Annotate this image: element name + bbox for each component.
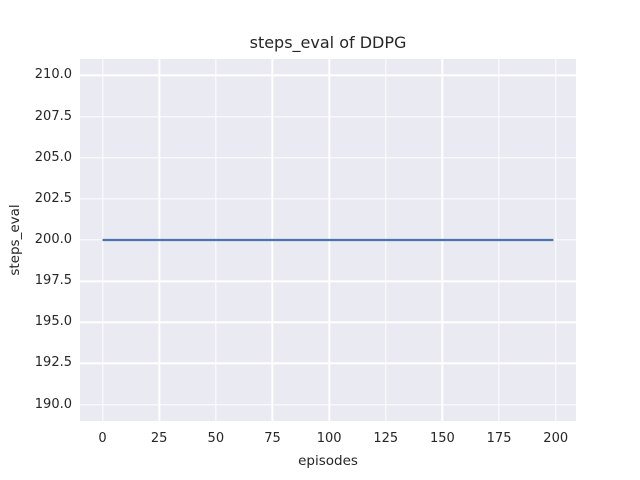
x-tick-label: 25 [150,431,168,446]
gridline-horizontal [80,198,576,200]
plot-area [80,59,576,421]
x-tick-label: 100 [316,431,342,446]
y-tick-label: 195.0 [34,314,72,330]
y-tick-label: 202.5 [34,190,72,206]
gridline-horizontal [80,403,576,406]
x-tick-label: 200 [543,431,569,446]
x-tick-label: 75 [264,431,281,446]
gridline-horizontal [80,321,576,323]
chart-title: steps_eval of DDPG [249,33,407,52]
x-tick-label: 125 [373,431,399,446]
gridline-horizontal [80,280,576,282]
x-tick-label: 175 [486,431,512,446]
gridline-horizontal [80,362,576,365]
x-tick-label: 150 [430,431,455,446]
y-tick-label: 205.0 [34,149,72,165]
y-tick-label: 207.5 [34,108,72,124]
x-axis-label: episodes [298,453,358,469]
gridline-horizontal [80,115,576,118]
gridline-horizontal [80,74,576,77]
series-layer [102,238,554,242]
y-tick-label: 210.0 [34,67,72,83]
y-tick-label: 200.0 [34,232,72,247]
x-tick-label: 0 [98,431,107,446]
x-tick-label: 50 [207,431,225,446]
y-tick-label: 190.0 [34,396,72,412]
y-tick-label: 197.5 [34,273,72,289]
y-tick-label: 192.5 [34,355,72,371]
gridline-horizontal [80,157,576,159]
